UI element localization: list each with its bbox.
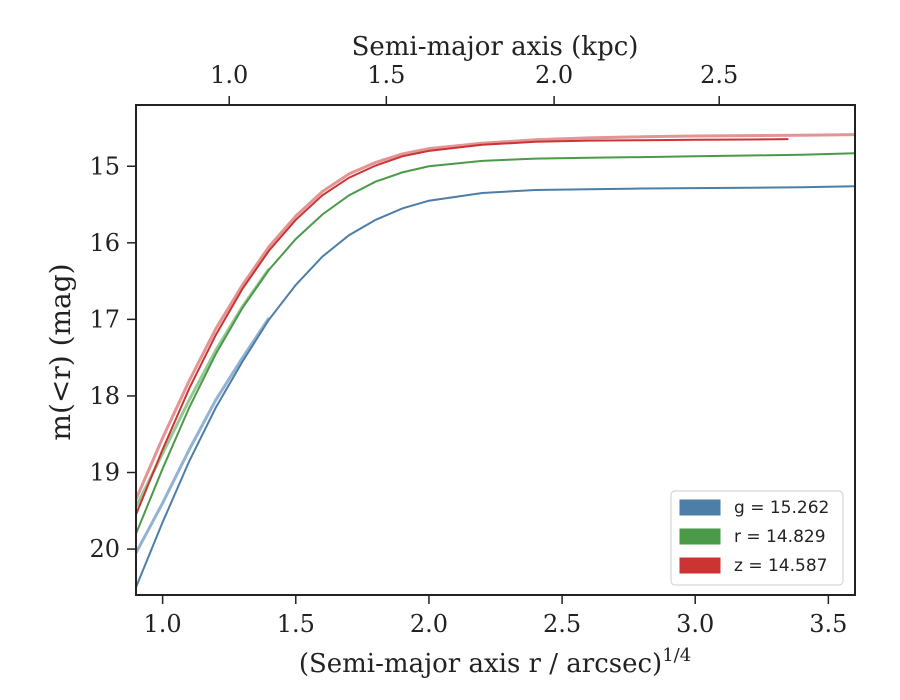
x-tick-label: 1.5 — [277, 610, 315, 638]
x-axis: 1.0 1.5 2.0 2.5 3.0 3.5 — [144, 595, 847, 638]
x-tick-label: 2.0 — [410, 610, 448, 638]
plot-area — [136, 133, 855, 588]
top-x-tick-label: 1.0 — [210, 61, 248, 89]
x-tick-label: 2.5 — [543, 610, 581, 638]
y-tick-label: 18 — [89, 382, 120, 410]
x-tick-label: 3.5 — [809, 610, 847, 638]
top-x-tick-label: 1.5 — [367, 61, 405, 89]
series-band-2 — [136, 133, 855, 500]
y-axis-title: m(<r) (mag) — [44, 263, 77, 440]
y-tick-label: 19 — [89, 459, 120, 487]
x-tick-label: 1.0 — [144, 610, 182, 638]
legend-swatch-2 — [679, 557, 721, 574]
top-x-tick-label: 2.0 — [535, 61, 573, 89]
y-tick-label: 15 — [89, 152, 120, 180]
legend-label-1: r = 14.829 — [734, 527, 826, 547]
legend-label-2: z = 14.587 — [734, 556, 827, 576]
top-x-axis: 1.0 1.5 2.0 2.5 — [210, 61, 738, 105]
legend-label-0: g = 15.262 — [734, 498, 829, 518]
x-axis-title: (Semi-major axis r / arcsec)1/4 — [299, 645, 691, 679]
y-tick-label: 20 — [89, 535, 120, 563]
series-line-0 — [136, 185, 855, 588]
x-tick-label: 3.0 — [676, 610, 714, 638]
y-tick-label: 17 — [89, 305, 120, 333]
legend-swatch-1 — [679, 528, 721, 545]
top-x-tick-label: 2.5 — [700, 61, 738, 89]
y-tick-label: 16 — [89, 229, 120, 257]
series-line-2 — [136, 138, 789, 515]
y-axis: 15 16 17 18 19 20 — [89, 152, 136, 563]
legend: g = 15.262 r = 14.829 z = 14.587 — [670, 490, 844, 586]
series-band-0 — [136, 316, 271, 554]
series-line-1 — [136, 152, 855, 535]
plot-frame — [135, 104, 856, 596]
top-x-axis-title: Semi-major axis (kpc) — [352, 32, 639, 62]
series-band-1 — [136, 267, 271, 508]
legend-swatch-0 — [679, 499, 721, 516]
